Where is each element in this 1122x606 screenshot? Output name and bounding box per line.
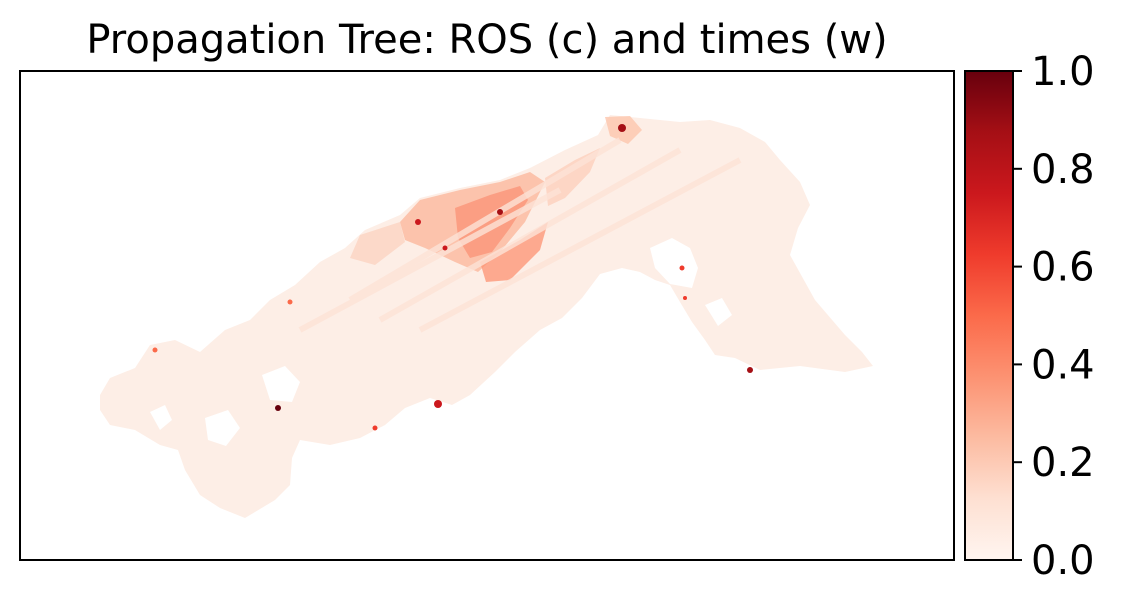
heatmap-hole	[205, 410, 240, 446]
colorbar-tick-label: 0.2	[1031, 440, 1095, 486]
heatmap-hole	[705, 298, 732, 326]
heatmap-streaks	[298, 137, 742, 333]
heatmap-hotspots	[152, 124, 753, 431]
heatmap-region-main	[100, 115, 873, 518]
colorbar-frame	[964, 70, 1014, 561]
heatmap-hole	[650, 238, 698, 288]
heatmap-area	[20, 71, 954, 560]
chart-title: Propagation Tree: ROS (c) and times (w)	[86, 17, 887, 63]
colorbar-tick-label: 0.4	[1031, 342, 1095, 388]
heatmap-hole	[262, 366, 300, 402]
colorbar-tick-label: 0.8	[1031, 147, 1095, 193]
colorbar: 0.0 0.2 0.4 0.6 0.8 1.0	[964, 49, 1095, 584]
colorbar-gradient	[965, 71, 1013, 560]
colorbar-tick-label: 0.6	[1031, 245, 1095, 291]
colorbar-tick-label: 0.0	[1031, 538, 1095, 584]
colorbar-ticks: 0.0 0.2 0.4 0.6 0.8 1.0	[1013, 49, 1095, 584]
colorbar-tick-label: 1.0	[1031, 49, 1095, 95]
plot-frame	[19, 70, 955, 561]
heatmap-hole	[150, 405, 172, 430]
heatmap-region-medium	[350, 222, 405, 265]
